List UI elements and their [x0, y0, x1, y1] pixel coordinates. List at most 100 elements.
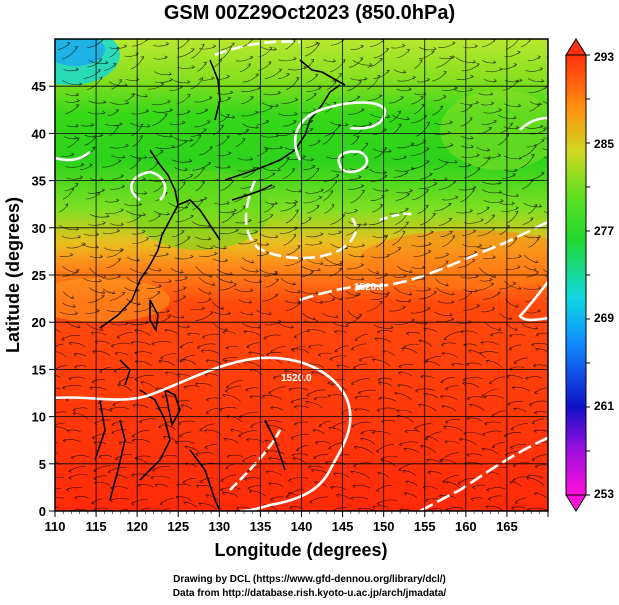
streamline-arrow	[223, 437, 228, 442]
streamline-arrow	[164, 371, 169, 376]
streamline-arrow	[402, 43, 406, 48]
streamline-arrow	[184, 167, 189, 172]
streamline	[270, 346, 286, 353]
streamline	[433, 203, 452, 212]
streamline-arrow	[68, 469, 72, 473]
streamline-arrow	[444, 161, 449, 165]
streamline-arrow	[75, 67, 80, 72]
streamline-arrow	[229, 90, 234, 95]
streamline-arrow	[111, 422, 115, 426]
streamline-arrow	[360, 437, 364, 441]
streamline	[330, 59, 346, 73]
streamline-arrow	[497, 327, 502, 331]
streamline-arrow	[510, 426, 514, 431]
streamline-arrow	[164, 55, 168, 60]
streamline	[291, 348, 310, 354]
streamline-arrow	[440, 342, 445, 347]
streamline	[234, 288, 253, 292]
streamline-arrow	[197, 134, 202, 138]
streamline-arrow	[427, 249, 432, 254]
streamline	[330, 486, 347, 491]
streamline	[270, 496, 285, 500]
streamline	[527, 56, 541, 62]
streamline-arrow	[91, 435, 96, 440]
streamline-arrow	[227, 165, 231, 169]
streamline	[86, 323, 104, 331]
streamline	[524, 254, 538, 263]
streamline	[375, 234, 388, 248]
streamline-arrow	[224, 327, 228, 331]
streamline-arrow	[534, 259, 539, 263]
streamline-arrow	[454, 159, 458, 164]
streamline-arrow	[425, 189, 429, 193]
streamline	[206, 397, 222, 400]
streamline-arrow	[61, 337, 65, 341]
streamline-arrow	[430, 230, 434, 234]
streamline	[87, 76, 103, 91]
streamline-arrow	[385, 294, 389, 298]
streamline	[303, 59, 315, 70]
streamline	[182, 359, 197, 365]
streamline-arrow	[205, 410, 210, 414]
streamline	[395, 319, 415, 325]
streamline	[197, 343, 216, 349]
streamline	[392, 114, 410, 120]
streamline	[411, 189, 429, 201]
streamline	[552, 105, 566, 113]
streamline-arrow	[515, 210, 519, 214]
graticule	[55, 39, 548, 511]
streamline	[485, 68, 503, 73]
streamline	[552, 44, 565, 46]
streamline-arrow	[451, 292, 455, 296]
streamline-arrow	[424, 436, 429, 441]
streamline	[268, 482, 284, 488]
streamline	[481, 448, 499, 455]
streamline-arrow	[535, 271, 540, 275]
streamline	[199, 423, 215, 432]
streamline-arrow	[177, 373, 181, 378]
streamline	[478, 93, 494, 96]
y-axis-label: Latitude (degrees)	[3, 197, 23, 353]
streamline-arrow	[72, 412, 77, 416]
streamline-arrow	[401, 347, 405, 351]
streamline	[372, 359, 391, 367]
streamline-arrow	[471, 259, 476, 263]
streamline-arrow	[137, 157, 141, 161]
streamline	[108, 81, 128, 86]
streamline	[226, 379, 244, 388]
streamline	[195, 181, 205, 192]
streamline-arrow	[207, 291, 212, 295]
streamline-arrow	[292, 281, 296, 286]
streamline	[323, 190, 333, 201]
streamline	[217, 152, 232, 157]
streamline	[72, 407, 88, 411]
streamline	[370, 290, 390, 295]
streamline	[329, 355, 347, 360]
streamline-arrow	[476, 153, 480, 157]
streamline	[130, 122, 151, 128]
streamline	[220, 229, 239, 235]
streamline-arrow	[209, 96, 213, 100]
streamline	[216, 276, 233, 283]
streamline-arrow	[491, 307, 496, 311]
streamline-arrow	[461, 514, 464, 517]
streamline	[148, 150, 164, 159]
streamline-arrow	[98, 58, 103, 62]
streamline	[198, 253, 218, 257]
streamline	[395, 193, 410, 201]
streamline-arrow	[293, 422, 298, 426]
streamline-arrow	[427, 470, 432, 475]
streamline-arrow	[138, 419, 143, 424]
streamline	[71, 508, 87, 511]
streamline-arrow	[98, 454, 102, 459]
streamline	[247, 485, 263, 489]
streamline-arrow	[429, 172, 433, 177]
streamline-arrow	[353, 408, 358, 412]
streamline	[330, 243, 348, 249]
streamline-arrow	[265, 450, 269, 454]
streamline	[435, 287, 455, 295]
streamline-arrow	[310, 371, 315, 375]
streamline	[482, 181, 502, 185]
streamline	[396, 88, 412, 91]
